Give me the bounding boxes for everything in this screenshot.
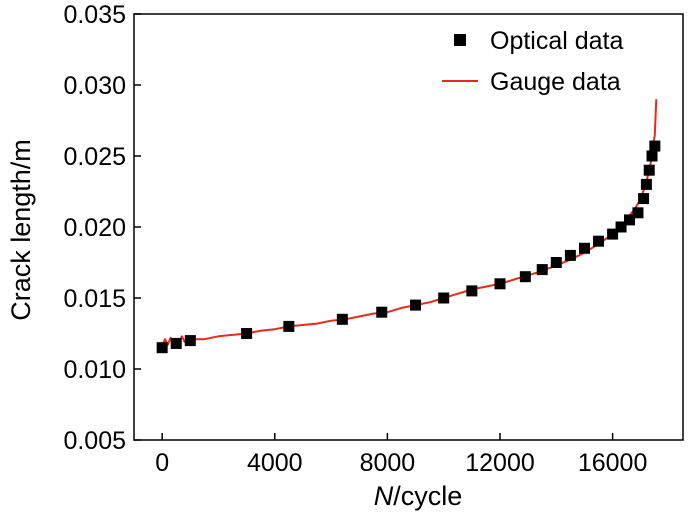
y-axis-title: Crack length/m	[6, 139, 36, 321]
legend-label-optical: Optical data	[490, 27, 624, 55]
optical-data-point	[643, 164, 655, 176]
x-axis-title-italic: N	[374, 481, 394, 511]
optical-data-point	[607, 228, 619, 240]
optical-data-point	[646, 150, 658, 162]
y-tick-label: 0.005	[63, 427, 126, 455]
optical-data-series	[156, 140, 661, 354]
x-tick-label: 16000	[578, 449, 648, 477]
optical-data-point	[578, 242, 590, 254]
optical-data-point	[283, 320, 295, 332]
y-tick-label: 0.010	[63, 356, 126, 384]
x-tick-label: 12000	[465, 449, 535, 477]
optical-data-point	[494, 278, 506, 290]
optical-data-point	[156, 342, 168, 354]
y-axis-ticks: 0.005 0.010 0.015 0.020 0.025 0.030 0.035	[63, 1, 141, 455]
optical-data-point	[410, 299, 422, 311]
y-tick-label: 0.035	[63, 1, 126, 29]
x-axis-ticks: 0 4000 8000 12000 16000	[155, 433, 647, 477]
optical-data-point	[593, 235, 605, 247]
y-tick-label: 0.030	[63, 72, 126, 100]
optical-data-point	[336, 313, 348, 325]
optical-data-point	[438, 292, 450, 304]
optical-data-point	[638, 193, 650, 205]
optical-data-point	[550, 257, 562, 268]
optical-data-point	[184, 335, 196, 347]
y-tick-label: 0.025	[63, 143, 126, 171]
optical-data-point	[649, 140, 661, 152]
optical-data-point	[564, 249, 576, 261]
gauge-data-series	[161, 99, 658, 347]
x-tick-label: 0	[155, 449, 169, 477]
optical-data-point	[536, 264, 548, 276]
optical-data-point	[640, 178, 652, 190]
optical-data-point	[466, 285, 478, 297]
legend-marker-optical	[454, 34, 466, 46]
x-axis-title: N/cycle	[374, 481, 463, 511]
x-axis-title-rest: /cycle	[393, 481, 462, 511]
optical-data-point	[632, 207, 644, 219]
x-tick-label: 4000	[247, 449, 303, 477]
gauge-data-line	[161, 99, 658, 347]
optical-data-point	[376, 306, 388, 318]
optical-data-point	[170, 337, 182, 349]
x-tick-label: 8000	[360, 449, 416, 477]
y-tick-label: 0.015	[63, 285, 126, 313]
legend-label-gauge: Gauge data	[490, 68, 621, 96]
optical-data-point	[519, 271, 531, 283]
y-tick-label: 0.020	[63, 214, 126, 242]
optical-data-point	[615, 221, 627, 233]
optical-data-point	[624, 214, 636, 226]
legend: Optical data Gauge data	[442, 27, 624, 96]
optical-data-point	[241, 328, 253, 339]
